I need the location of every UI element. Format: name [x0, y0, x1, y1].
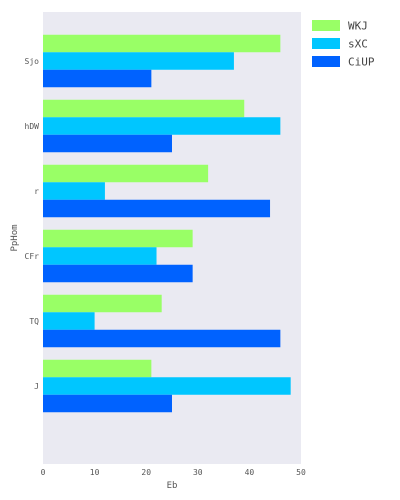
y-axis-title: PpHom [10, 224, 20, 251]
y-tick-label: CFr [25, 252, 40, 261]
bar-CiUP-J [43, 394, 172, 413]
x-tick-label: 50 [296, 468, 306, 477]
legend-label-CiUP: CiUP [348, 56, 375, 69]
bar-WKJ-Sjo [43, 34, 281, 53]
bar-WKJ-TQ [43, 294, 162, 313]
bar-sXC-J [43, 377, 291, 395]
x-tick-label: 20 [141, 468, 151, 477]
legend-label-sXC: sXC [348, 38, 368, 51]
x-tick-label: 10 [90, 468, 100, 477]
x-tick-label: 40 [245, 468, 255, 477]
bar-CiUP-CFr [43, 264, 193, 283]
y-tick-label: Sjo [25, 57, 40, 66]
bar-sXC-CFr [43, 247, 157, 265]
x-tick-label: 30 [193, 468, 203, 477]
bar-sXC-hDW [43, 117, 281, 135]
y-tick-label: TQ [29, 317, 39, 326]
y-tick-label: hDW [25, 122, 40, 131]
legend: WKJ sXC CiUP [312, 20, 375, 69]
bar-CiUP-TQ [43, 329, 281, 348]
x-tick-label: 0 [41, 468, 46, 477]
legend-swatch-WKJ [312, 20, 340, 31]
legend-swatch-sXC [312, 38, 340, 49]
y-tick-label: J [34, 382, 39, 391]
x-axis-title: Eb [167, 481, 178, 491]
bar-CiUP-r [43, 199, 271, 218]
bars-group [43, 34, 291, 413]
bar-WKJ-J [43, 359, 152, 378]
bar-sXC-r [43, 182, 105, 200]
legend-swatch-CiUP [312, 56, 340, 67]
y-tick-label: r [34, 187, 39, 196]
bar-WKJ-hDW [43, 99, 245, 118]
bar-sXC-TQ [43, 312, 95, 330]
bar-CiUP-hDW [43, 134, 172, 153]
legend-label-WKJ: WKJ [348, 20, 368, 33]
bar-WKJ-r [43, 164, 209, 183]
x-tick-labels: 0 10 20 30 40 50 [41, 468, 306, 477]
bar-CiUP-Sjo [43, 69, 152, 88]
bar-WKJ-CFr [43, 229, 193, 248]
y-tick-labels: Sjo hDW r CFr TQ J [25, 57, 40, 391]
bar-sXC-Sjo [43, 52, 234, 70]
